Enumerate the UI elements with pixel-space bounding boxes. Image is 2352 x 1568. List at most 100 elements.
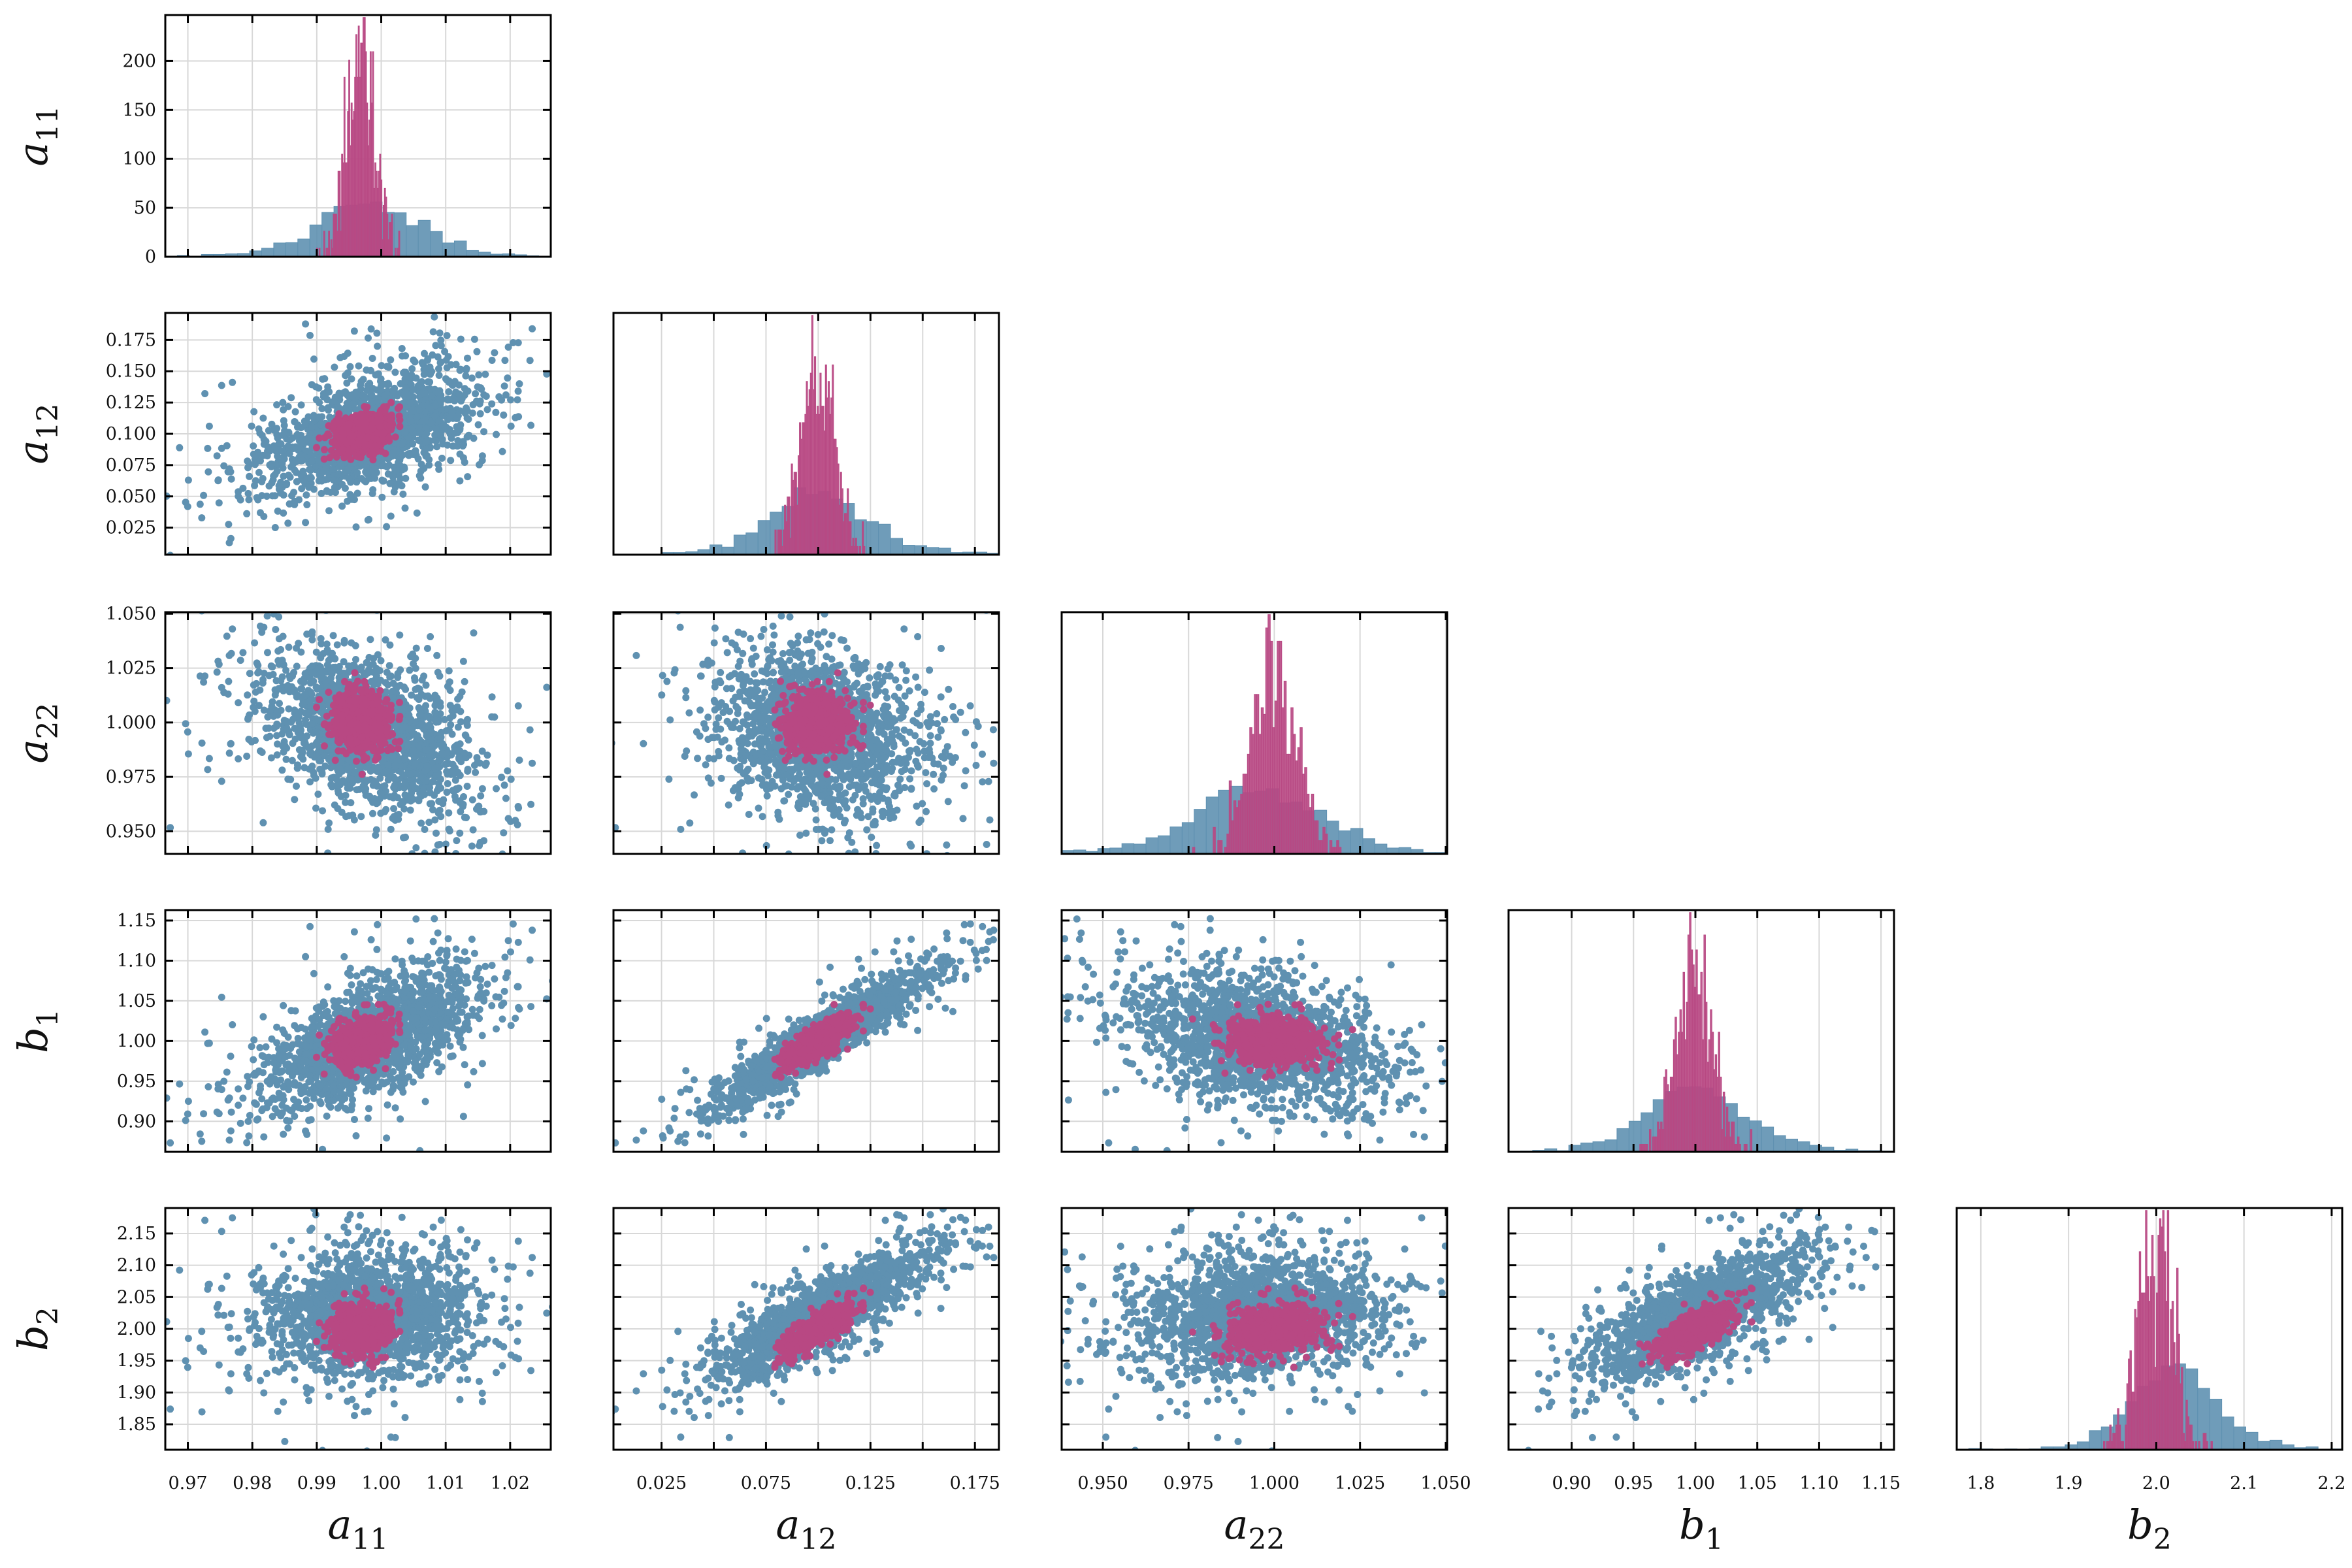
scatter-point <box>316 757 323 764</box>
scatter-point <box>401 504 409 512</box>
scatter-point <box>220 462 228 470</box>
scatter-point <box>225 678 233 685</box>
scatter-point <box>455 784 463 792</box>
scatter-point <box>437 784 445 792</box>
histogram-bar <box>430 231 443 257</box>
scatter-point <box>319 807 327 815</box>
scatter-point <box>463 433 471 441</box>
scatter-point <box>380 768 388 776</box>
scatter-point <box>339 777 347 785</box>
scatter-point <box>391 816 399 824</box>
scatter-point <box>315 384 323 392</box>
scatter-point <box>314 742 322 750</box>
scatter-point <box>377 676 384 684</box>
scatter-point <box>429 328 437 336</box>
scatter-point <box>251 639 259 647</box>
scatter-point <box>204 766 212 774</box>
scatter-point <box>223 442 231 449</box>
scatter-point <box>436 776 444 783</box>
scatter-point <box>308 437 316 445</box>
scatter-point <box>468 374 476 382</box>
scatter-point <box>374 753 382 761</box>
scatter-point <box>318 769 326 777</box>
scatter-point <box>386 480 394 487</box>
scatter-point <box>463 404 470 412</box>
scatter-point <box>291 418 299 425</box>
scatter-point <box>272 626 280 633</box>
scatter-point <box>316 696 323 704</box>
scatter-point <box>455 390 463 398</box>
plot-content <box>165 313 551 572</box>
scatter-point <box>243 510 251 517</box>
scatter-point <box>457 365 465 373</box>
scatter-point <box>398 345 406 352</box>
scatter-point <box>312 589 319 596</box>
scatter-point <box>239 649 247 657</box>
scatter-point <box>461 459 468 466</box>
scatter-point <box>248 422 255 430</box>
scatter-point <box>443 364 451 372</box>
scatter-point <box>220 689 228 696</box>
scatter-point <box>433 443 441 451</box>
scatter-point <box>464 473 472 481</box>
scatter-point <box>417 819 425 827</box>
scatter-point <box>504 767 512 775</box>
scatter-point <box>443 332 451 340</box>
scatter-point <box>277 489 285 497</box>
scatter-point <box>165 696 171 704</box>
scatter-point <box>417 474 425 482</box>
scatter-point <box>507 422 515 430</box>
scatter-point <box>348 492 355 500</box>
scatter-point <box>493 431 500 438</box>
scatter-point <box>476 410 484 417</box>
scatter-point <box>283 717 291 725</box>
scatter-point <box>397 666 404 674</box>
scatter-point <box>407 653 415 661</box>
scatter-point <box>507 776 515 783</box>
scatter-point <box>417 461 425 468</box>
scatter-point <box>431 412 438 420</box>
scatter-point <box>421 370 429 378</box>
scatter-point <box>363 564 370 572</box>
scatter-point <box>273 467 281 475</box>
scatter-point <box>250 704 257 711</box>
scatter-point <box>263 493 270 500</box>
scatter-point <box>322 694 330 702</box>
scatter-point <box>270 725 278 732</box>
scatter-point <box>515 804 523 812</box>
scatter-point <box>257 509 264 517</box>
scatter-point <box>301 691 309 698</box>
scatter-point <box>421 826 429 833</box>
scatter-point <box>235 755 242 762</box>
scatter-point <box>357 385 365 393</box>
scatter-point <box>285 601 292 608</box>
scatter-point <box>277 677 285 685</box>
scatter-point <box>273 751 281 759</box>
scatter-point <box>434 389 442 397</box>
scatter-point <box>376 774 384 782</box>
scatter-point <box>515 380 523 387</box>
plot-content <box>613 315 999 555</box>
scatter-point <box>384 761 392 769</box>
scatter-point <box>167 824 174 832</box>
scatter-point <box>335 404 343 412</box>
scatter-point <box>446 678 453 686</box>
histogram-bar <box>398 231 400 257</box>
scatter-point <box>300 678 308 686</box>
scatter-point <box>359 376 367 384</box>
histogram-bar <box>902 545 915 555</box>
scatter-point <box>391 368 399 376</box>
scatter-point <box>411 358 419 366</box>
scatter-point <box>295 719 303 727</box>
scatter-point <box>345 422 353 430</box>
scatter-point <box>402 779 409 787</box>
scatter-point <box>248 738 255 745</box>
scatter-point <box>449 382 457 389</box>
scatter-point <box>368 355 376 362</box>
scatter-point <box>286 672 293 680</box>
scatter-point <box>416 751 424 759</box>
scatter-point <box>462 732 470 740</box>
scatter-point <box>423 732 431 740</box>
scatter-point <box>418 720 426 728</box>
scatter-point <box>350 400 357 408</box>
